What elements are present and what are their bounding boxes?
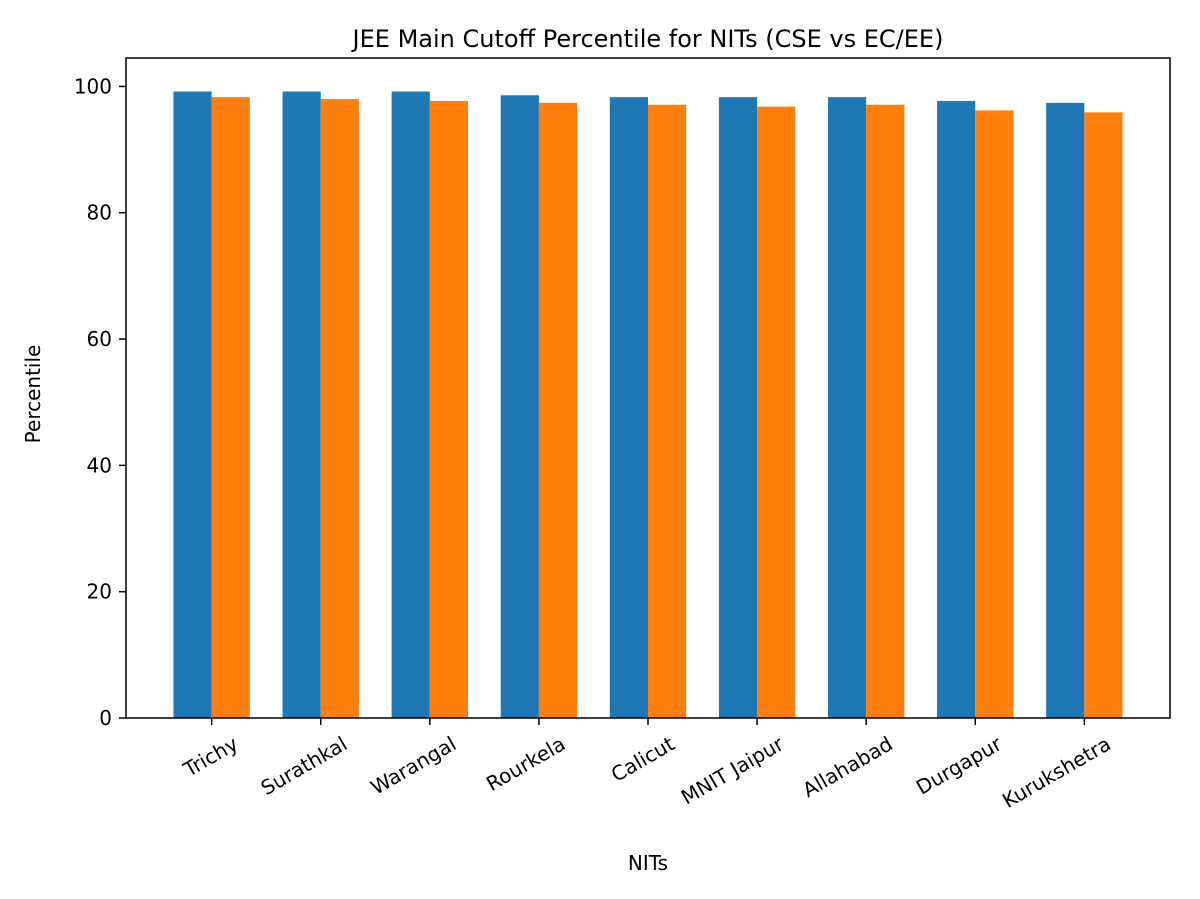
x-tick-label: Kurukshetra bbox=[998, 732, 1115, 813]
x-tick-label: Durgapur bbox=[912, 731, 1007, 799]
x-axis-label: NITs bbox=[628, 851, 668, 875]
y-tick-label: 0 bbox=[99, 706, 112, 730]
y-tick-label: 80 bbox=[87, 201, 112, 225]
bar-series1-mnit-jaipur bbox=[718, 97, 758, 718]
bar-series2-allahabad bbox=[866, 104, 905, 719]
x-tick-label: Allahabad bbox=[798, 732, 896, 803]
x-tick-label: Surathkal bbox=[257, 732, 352, 800]
bar-series1-warangal bbox=[391, 91, 430, 718]
bar-series2-warangal bbox=[429, 100, 468, 718]
bar-series1-kurukshetra bbox=[1046, 102, 1085, 718]
bar-series1-rourkela bbox=[500, 95, 539, 718]
bar-series2-durgapur bbox=[975, 110, 1014, 719]
bar-series1-trichy bbox=[173, 91, 212, 718]
bar-series2-calicut bbox=[648, 104, 687, 719]
x-tick-label: Rourkela bbox=[482, 732, 569, 796]
bar-series1-durgapur bbox=[937, 100, 976, 718]
y-tick-label: 100 bbox=[74, 74, 112, 98]
x-tick-label: Trichy bbox=[179, 731, 243, 782]
bar-series2-mnit-jaipur bbox=[757, 106, 796, 718]
bar-series1-allahabad bbox=[828, 97, 867, 718]
chart-title: JEE Main Cutoff Percentile for NITs (CSE… bbox=[351, 25, 944, 53]
x-tick-label: Calicut bbox=[607, 731, 679, 786]
y-axis-label: Percentile bbox=[21, 345, 45, 444]
bar-series2-rourkela bbox=[538, 102, 578, 718]
bar-series1-calicut bbox=[609, 97, 648, 718]
bar-series2-trichy bbox=[211, 97, 250, 718]
y-tick-label: 20 bbox=[87, 580, 112, 604]
y-tick-label: 40 bbox=[87, 453, 112, 477]
bar-series1-surathkal bbox=[282, 91, 321, 718]
x-tick-label: MNIT Jaipur bbox=[677, 731, 788, 809]
bar-series2-kurukshetra bbox=[1084, 112, 1123, 718]
x-tick-label: Warangal bbox=[367, 732, 461, 800]
bar-series2-surathkal bbox=[320, 99, 359, 719]
y-tick-label: 60 bbox=[87, 327, 112, 351]
